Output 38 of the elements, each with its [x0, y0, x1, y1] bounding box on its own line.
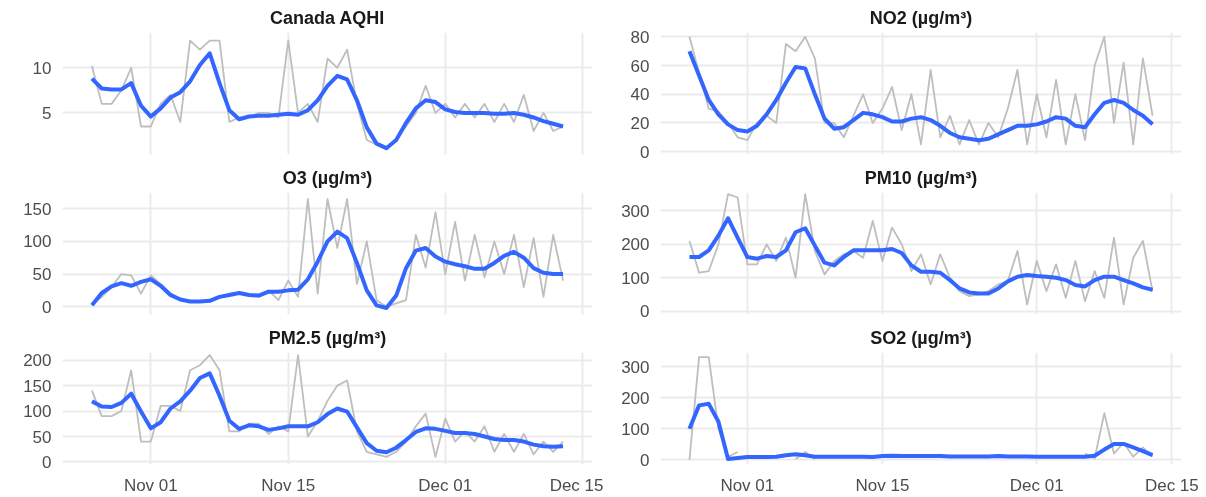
y-tick-label: 0 [640, 142, 650, 162]
y-tick-label: 200 [23, 351, 52, 371]
y-tick-label: 0 [640, 302, 650, 322]
y-tick-label: 300 [621, 357, 650, 377]
x-tick-label: Nov 15 [855, 475, 910, 495]
y-tick-label: 40 [630, 85, 650, 105]
x-tick-label: Dec 01 [418, 475, 473, 495]
y-tick-label: 0 [42, 297, 52, 317]
y-tick-label: 100 [621, 419, 650, 439]
x-tick-label: Nov 15 [261, 475, 316, 495]
x-tick-label: Dec 15 [1144, 475, 1199, 495]
y-tick-label: 100 [621, 268, 650, 288]
y-tick-label: 150 [23, 376, 52, 396]
y-tick-label: 0 [640, 450, 650, 470]
chart-title: PM10 (µg/m³) [864, 167, 978, 188]
y-tick-label: 50 [32, 427, 52, 447]
y-tick-label: 200 [621, 235, 650, 255]
chart-title: Canada AQHI [269, 7, 385, 28]
x-tick-label: Nov 01 [720, 475, 775, 495]
y-tick-label: 50 [32, 265, 52, 285]
y-tick-label: 100 [23, 402, 52, 422]
x-tick-label: Nov 01 [123, 475, 178, 495]
y-tick-label: 80 [630, 27, 650, 47]
chart-title: PM2.5 (µg/m³) [268, 327, 387, 348]
chart-title: O3 (µg/m³) [282, 167, 373, 188]
y-tick-label: 10 [32, 58, 52, 78]
y-tick-label: 100 [23, 232, 52, 252]
x-tick-label: Dec 01 [1009, 475, 1064, 495]
y-tick-label: 60 [630, 56, 650, 76]
y-tick-label: 200 [621, 388, 650, 408]
y-tick-label: 150 [23, 199, 52, 219]
y-tick-label: 0 [42, 452, 52, 472]
y-tick-label: 300 [621, 201, 650, 221]
y-tick-label: 5 [42, 103, 52, 123]
y-tick-label: 20 [630, 113, 650, 133]
chart-title: SO2 (µg/m³) [870, 327, 972, 348]
chart-title: NO2 (µg/m³) [869, 7, 973, 28]
x-tick-label: Dec 15 [549, 475, 604, 495]
